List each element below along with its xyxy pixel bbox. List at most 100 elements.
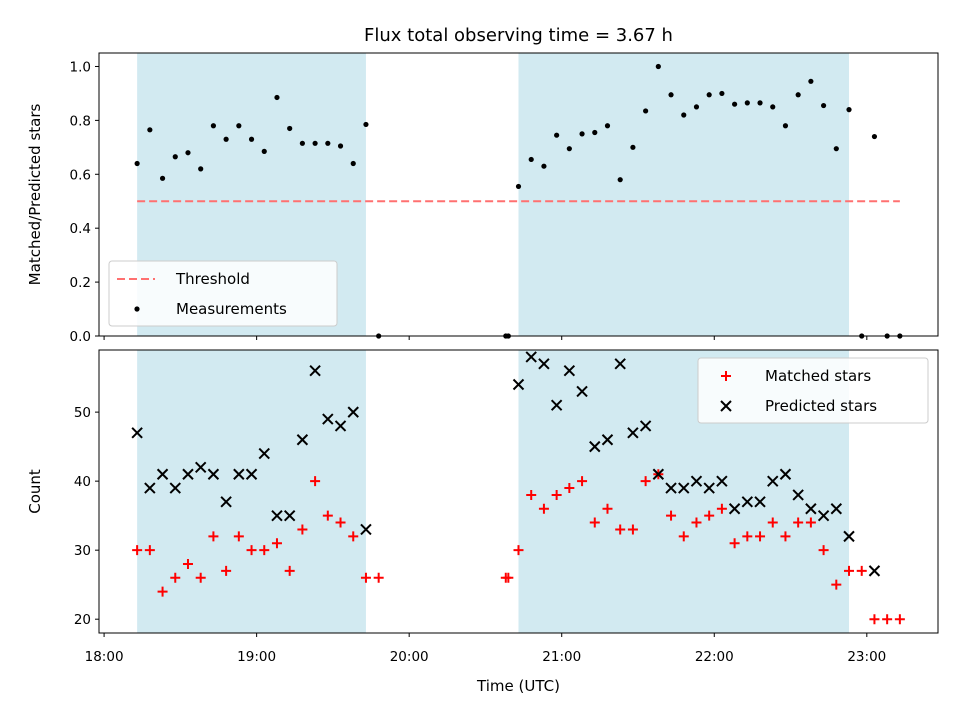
measurement-point: [159, 175, 166, 181]
y-tick-label: 50: [74, 405, 91, 421]
measurement-point: [846, 107, 852, 113]
matched-stars-point: [360, 572, 371, 583]
measurement-point: [681, 112, 687, 118]
measurement-point: [719, 90, 725, 97]
predicted-stars-point: [576, 385, 588, 398]
legend-matched-swatch: [721, 371, 731, 381]
matched-stars-point: [577, 476, 588, 487]
matched-stars-point: [310, 476, 321, 487]
matched-stars-point: [882, 614, 893, 625]
plot-frame: [98, 52, 939, 337]
measurement-point: [566, 146, 572, 152]
matched-stars-point: [691, 517, 702, 528]
measurement-point: [528, 156, 534, 163]
measurement-point: [515, 183, 522, 190]
matched-stars-point: [716, 503, 727, 514]
predicted-stars-point: [258, 447, 270, 460]
legend-label: Measurements: [176, 300, 287, 318]
matched-stars-point: [233, 531, 244, 542]
predicted-stars-point: [817, 509, 830, 522]
measurement-point: [210, 123, 217, 129]
predicted-stars-point: [525, 351, 537, 363]
predicted-stars-point: [741, 496, 754, 508]
matched-stars-point: [335, 517, 346, 528]
y-tick-label: 1.0: [70, 59, 91, 75]
y-tick-label: 40: [74, 474, 91, 490]
predicted-stars-point: [347, 406, 359, 418]
predicted-stars-point: [805, 503, 817, 515]
measurement-point: [299, 140, 305, 146]
observing-window-shade: [137, 350, 366, 633]
measurement-point: [706, 92, 712, 98]
predicted-stars-point: [156, 468, 169, 480]
matched-stars-point: [157, 586, 168, 597]
matched-stars-point: [755, 531, 766, 542]
matched-stars-point: [704, 510, 715, 521]
predicted-stars-point: [538, 358, 550, 370]
measurement-point: [541, 163, 547, 169]
predicted-stars-point: [194, 461, 207, 474]
measurement-point: [337, 143, 344, 149]
measurement-point: [604, 123, 611, 129]
matched-stars-point: [666, 510, 677, 521]
predicted-stars-point: [690, 475, 703, 487]
matched-stars-point: [246, 545, 257, 556]
matched-stars-point: [297, 524, 308, 535]
measurement-point: [147, 127, 153, 133]
predicted-stars-point: [703, 482, 715, 494]
predicted-stars-point: [296, 434, 309, 446]
measurement-point: [693, 104, 700, 110]
predicted-stars-point: [716, 475, 728, 487]
matched-stars-point: [780, 531, 791, 542]
measurement-point: [795, 92, 801, 98]
y-tick-label: 0.8: [70, 113, 91, 129]
matched-stars-point: [182, 558, 193, 569]
measurement-point: [287, 125, 293, 132]
measurement-point: [732, 101, 738, 107]
y-tick-label: 0.2: [70, 275, 91, 291]
y-tick-label: 30: [74, 543, 91, 559]
predicted-stars-point: [271, 509, 283, 522]
matched-stars-point: [348, 531, 359, 542]
matched-stars-point: [271, 538, 282, 549]
x-tick-label: 19:00: [237, 649, 276, 665]
matched-stars-point: [132, 545, 143, 556]
y-tick-label: 20: [74, 612, 91, 628]
matched-stars-point: [538, 503, 549, 514]
matched-stars-point: [615, 524, 626, 535]
x-tick-label: 21:00: [542, 649, 581, 665]
predicted-stars-point: [601, 434, 614, 446]
measurement-point: [554, 132, 560, 138]
measurement-point: [643, 108, 649, 114]
matched-stars-point: [564, 483, 575, 494]
legend-label: Threshold: [175, 270, 250, 288]
matched-stars-point: [869, 614, 880, 625]
measurement-point: [223, 136, 229, 142]
measurement-point: [744, 100, 750, 106]
predicted-stars-point: [767, 475, 779, 487]
matched-stars-point: [793, 517, 804, 528]
matched-stars-point: [640, 476, 651, 487]
measurement-point: [782, 123, 789, 129]
matched-stars-point: [589, 517, 600, 528]
legend: Threshold Measurements: [108, 260, 338, 327]
predicted-stars-point: [334, 420, 347, 432]
predicted-stars-point: [245, 468, 258, 480]
matched-stars-point: [894, 614, 905, 625]
chart-title: Flux total observing time = 3.67 h: [364, 25, 673, 46]
measurement-point: [363, 121, 369, 128]
measurement-point: [172, 154, 178, 160]
legend-label: Matched stars: [765, 367, 871, 385]
predicted-stars-point: [830, 503, 843, 515]
y-axis-label: Matched/Predicted stars: [26, 104, 44, 286]
measurement-point: [871, 133, 878, 140]
predicted-stars-point: [169, 482, 181, 494]
measurement-point: [757, 100, 763, 106]
predicted-stars-point: [728, 503, 741, 515]
legend-label: Predicted stars: [765, 397, 877, 415]
measurement-point: [185, 150, 191, 156]
predicted-stars-point: [614, 358, 626, 370]
predicted-stars-point: [665, 482, 677, 494]
predicted-stars-point: [207, 468, 220, 480]
